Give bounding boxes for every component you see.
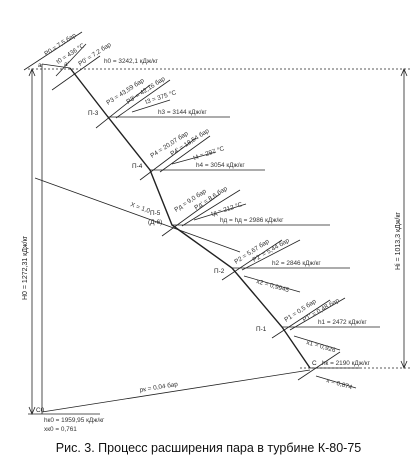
arrow-top-right [400,67,408,77]
point-p4-label: П-4 [132,163,143,170]
isobar-p1-prime [289,297,346,331]
point-c-label: C [312,360,317,367]
arrow-bottom-left [28,406,36,416]
point-c0-label: C0 [36,407,45,414]
figure-caption: Рис. 3. Процесс расширения пара в турбин… [55,441,362,455]
hd-text: hд = hд = 2986 кДж/кг [220,217,284,224]
isobar-pd-prime [181,189,241,227]
isobar-p4 [139,137,197,181]
point-p3-label: П-3 [88,110,99,117]
x-line-2 [243,275,301,293]
h0-text: h0 = 3242,1 кДж/кг [104,58,159,65]
isobar-p3 [95,84,151,129]
h0-dimension-label: H0 = 1272,31 кДж/кг [22,235,29,300]
isobar-p1 [271,299,331,339]
arrow-top-left [28,67,36,77]
expansion-process-diagram: a a' П-3 П-4 П-5 (Д-6) П-2 П-1 C C0 P0 =… [22,31,410,433]
h1-text: h1 = 2472 кДж/кг [318,319,367,326]
point-p7-label: П-1 [256,326,267,333]
x-line-1 [293,335,341,351]
isobar-p2-prime [241,239,301,271]
isobar-p2 [221,239,283,281]
isotherm-t3 [131,99,171,113]
throttle-line [41,63,71,69]
isotherm-t0 [55,43,87,77]
x1-text: x1 = 0,926 [305,339,336,354]
point-p5-sub-label: (Д-6) [148,219,162,226]
isotherm-t4 [171,151,217,165]
arrow-bottom-right [400,360,408,370]
t4-text: t4 = 297 °C [192,144,225,162]
h2-text: h2 = 2846 кДж/кг [272,260,321,267]
h4-text: h4 = 3054 кДж/кг [196,162,245,169]
condenser-pressure-line [41,369,311,413]
td-text: tд = 212 °C [210,200,244,218]
isobar-p4-prime [159,135,211,173]
point-p5-label: П-5 [150,210,161,217]
point-a-prime-label: a' [64,61,69,68]
hi-dimension-label: Hi = 1013,3 кДж/кг [395,212,402,270]
point-a-label: a [38,62,42,69]
isobar-pd [161,193,221,237]
x-line-k [315,375,357,389]
x2-text: x2 = 0,9945 [255,278,290,294]
hk0-text: hк0 = 1959,95 кДж/кг [44,417,105,424]
isobar-p0-prime [51,55,101,91]
isotherm-td [193,203,247,221]
isobar-pk [297,351,341,381]
h3-text: h3 = 3144 кДж/кг [158,109,207,116]
xk0-text: xк0 = 0,761 [44,426,77,433]
saturation-line [34,177,241,253]
isobar-p3-prime [115,79,171,119]
hk-text: hк = 2190 кДж/кг [322,360,371,367]
xk-text: x = 0,874 [325,377,353,391]
isobar-p0 [23,31,83,71]
point-p6-label: П-2 [214,268,225,275]
